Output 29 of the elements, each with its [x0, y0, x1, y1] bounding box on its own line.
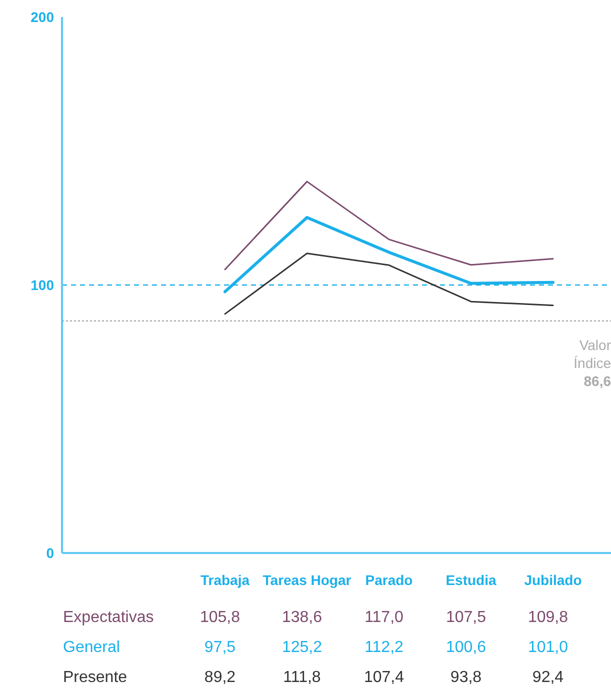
- x-tick-label: Parado: [365, 572, 413, 588]
- data-label: 101,0: [528, 638, 568, 658]
- data-label: 125,2: [282, 638, 322, 658]
- line-series: [224, 180, 554, 270]
- data-label: 92,4: [532, 668, 564, 688]
- data-label: 97,5: [204, 638, 236, 658]
- y-tick-label: 0: [46, 544, 54, 561]
- y-tick-label: 200: [30, 8, 54, 25]
- data-label: 107,5: [446, 608, 486, 628]
- data-label: 138,6: [282, 608, 322, 628]
- x-tick-label: Tareas Hogar: [262, 572, 352, 588]
- text: Presente: [63, 668, 128, 688]
- text: General: [63, 638, 120, 658]
- data-label: 100,6: [446, 638, 486, 658]
- data-label: 117,0: [364, 608, 404, 628]
- x-tick-label: Jubilado: [524, 572, 582, 588]
- data-label: 111,8: [283, 668, 321, 688]
- line-series: [224, 252, 554, 315]
- x-tick-label: Estudia: [446, 572, 496, 588]
- data-label: 89,2: [204, 668, 236, 688]
- x-tick-label: Trabaja: [200, 572, 250, 588]
- data-label: 107,4: [364, 668, 404, 688]
- data-label: 93,8: [450, 668, 482, 688]
- data-label: 105,8: [200, 608, 240, 628]
- data-label: 109,8: [528, 608, 568, 628]
- data-label: 112,2: [364, 638, 404, 658]
- y-tick-label: 100: [30, 276, 54, 293]
- ref-line-label: Valor Índice 86,6: [574, 336, 611, 389]
- text: Expectativas: [63, 608, 154, 628]
